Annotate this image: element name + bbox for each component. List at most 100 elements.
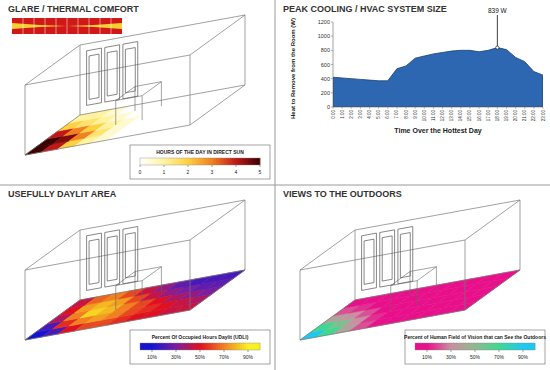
colorbar-swatch (214, 158, 216, 165)
colorbar-swatch (200, 158, 202, 165)
colorbar-tick-label: 70% (494, 354, 505, 360)
colorbar-swatch (170, 343, 172, 350)
x-tick-label: 13:00 (449, 110, 454, 122)
room-edge (300, 230, 355, 270)
window (87, 48, 102, 105)
colorbar-swatch (491, 343, 493, 350)
room-edge (245, 200, 246, 270)
colorbar-swatch (212, 343, 214, 350)
colorbar-swatch (214, 343, 216, 350)
colorbar-label: Percent Of Occupied Hours Daylit (UDLI) (152, 334, 249, 340)
y-tick (331, 107, 333, 108)
area (333, 48, 543, 107)
x-tick-label: 1:00 (340, 110, 345, 119)
sun-strip-divider (56, 18, 57, 34)
colorbar-swatch (467, 343, 469, 350)
colorbar-tick (140, 165, 141, 167)
colorbar-swatch (238, 343, 240, 350)
y-tick-label: 1000 (318, 33, 330, 39)
colorbar-swatch (154, 158, 156, 165)
colorbar-tick (248, 350, 249, 352)
window-pane (107, 51, 117, 96)
room-edge (190, 240, 191, 310)
colorbar-tick-label: 5 (259, 169, 262, 175)
room-edge (80, 200, 245, 230)
colorbar-swatch (475, 343, 477, 350)
colorbar-swatch (415, 343, 417, 350)
colorbar: Percent of Human Field of Vision that ca… (404, 330, 546, 364)
colorbar-swatch (234, 343, 236, 350)
colorbar-swatch (244, 343, 246, 350)
colorbar-tick (152, 350, 153, 352)
colorbar-swatch (437, 343, 439, 350)
colorbar-swatch (210, 343, 212, 350)
colorbar-swatch (212, 158, 214, 165)
sun-strip-divider (23, 18, 24, 34)
desk (391, 267, 437, 310)
colorbar-swatch (184, 343, 186, 350)
heatmap-cell (218, 85, 246, 96)
colorbar-swatch (194, 158, 196, 165)
colorbar-swatch (487, 343, 489, 350)
x-tick (415, 107, 416, 109)
y-tick-label: 200 (321, 90, 330, 96)
colorbar-swatch (210, 158, 212, 165)
colorbar-swatch (521, 343, 523, 350)
colorbar-swatch (477, 343, 479, 350)
sun-strip-divider (111, 18, 112, 34)
peak-marker (496, 46, 499, 49)
panel: Percent of Human Field of Vision that ca… (283, 189, 546, 364)
x-tick-label: 20:00 (513, 110, 518, 122)
window-pane (382, 236, 392, 281)
floor-heatmap (25, 85, 245, 155)
desk-leg (417, 281, 418, 306)
colorbar-swatch (429, 343, 431, 350)
colorbar-swatch (224, 343, 226, 350)
colorbar-swatch (507, 343, 509, 350)
windows (87, 42, 138, 106)
x-tick-label: 18:00 (495, 110, 500, 122)
colorbar-tick-label: 4 (235, 169, 238, 175)
floor-heatmap (300, 270, 520, 340)
colorbar-swatch (224, 158, 226, 165)
panel: 0200400600800100012000:001:002:003:004:0… (283, 4, 546, 135)
x-tick (543, 107, 544, 109)
room-edge (355, 230, 356, 300)
x-tick-label: 15:00 (467, 110, 472, 122)
colorbar-swatch (499, 343, 501, 350)
colorbar-swatch (180, 343, 182, 350)
colorbar-swatch (204, 158, 206, 165)
desk-top (116, 82, 162, 101)
x-tick (488, 107, 489, 109)
colorbar-swatch (256, 158, 258, 165)
panel-title: USEFULLY DAYLIT AREA (8, 189, 117, 199)
colorbar-swatch (168, 343, 170, 350)
x-tick (524, 107, 525, 109)
colorbar-frame (415, 343, 535, 350)
colorbar-tick (176, 350, 177, 352)
x-tick-label: 3:00 (358, 110, 363, 119)
colorbar-tick-label: 90% (518, 354, 529, 360)
window-pane (125, 48, 135, 93)
colorbar-swatch (248, 343, 250, 350)
colorbar-swatch (256, 343, 258, 350)
desk-leg (115, 101, 116, 126)
colorbar-swatch (427, 343, 429, 350)
x-tick (469, 107, 470, 109)
colorbar-swatch (164, 343, 166, 350)
desk-leg (135, 87, 136, 112)
colorbar-tick-label: 30% (171, 354, 182, 360)
room-edge (80, 230, 81, 300)
window (362, 233, 377, 290)
sun-strip-divider (89, 18, 90, 34)
room-edge (25, 85, 26, 155)
x-tick (497, 107, 498, 109)
room-edge (190, 55, 191, 125)
colorbar-swatch (455, 343, 457, 350)
colorbar-swatch (425, 343, 427, 350)
colorbar-tick (499, 350, 500, 352)
colorbar-swatch (525, 343, 527, 350)
colorbar-swatch (146, 343, 148, 350)
room-edge (245, 15, 246, 85)
colorbar-swatch (152, 158, 154, 165)
